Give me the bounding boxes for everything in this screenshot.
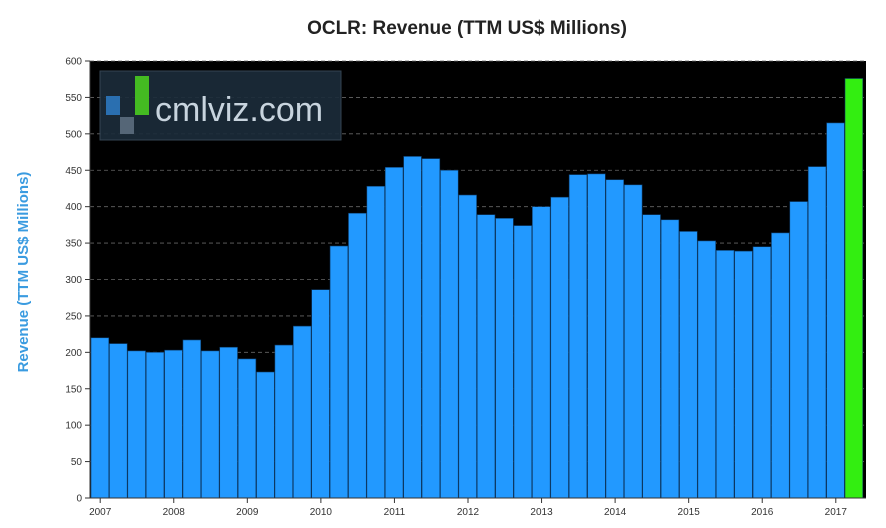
bar (568, 174, 588, 499)
bar (201, 350, 220, 499)
y-tick-label: 0 (76, 494, 82, 505)
bar (734, 250, 753, 499)
x-tick-label: 2011 (384, 507, 406, 518)
bar (458, 194, 477, 499)
y-tick-label: 350 (65, 239, 82, 250)
bar (660, 219, 680, 499)
bar (366, 185, 385, 499)
x-tick-label: 2009 (236, 507, 259, 518)
x-tick-label: 2013 (530, 507, 553, 518)
bar (807, 166, 827, 499)
y-tick-label: 550 (65, 93, 82, 104)
bar (311, 289, 330, 499)
y-tick-label: 500 (65, 129, 82, 140)
bars (90, 78, 864, 499)
bar (495, 218, 514, 499)
bar (237, 358, 257, 499)
y-tick-label: 50 (71, 457, 83, 468)
bar (752, 246, 772, 499)
bar (127, 350, 146, 499)
bar (90, 337, 110, 499)
bar (384, 167, 404, 499)
watermark-logo: cmlviz.com (99, 70, 342, 141)
watermark-text: cmlviz.com (155, 91, 323, 129)
bar (145, 352, 165, 499)
bar (421, 158, 441, 499)
bar (532, 206, 551, 499)
x-tick-label: 2008 (163, 507, 186, 518)
bar (274, 344, 293, 499)
logo-gray-square-icon (120, 117, 134, 134)
y-tick-label: 400 (65, 202, 82, 213)
bar (476, 214, 496, 499)
bar (164, 349, 183, 499)
x-tick-label: 2012 (457, 507, 480, 518)
bar (587, 173, 606, 499)
bar (109, 343, 128, 499)
bar (513, 225, 533, 499)
y-tick-label: 250 (65, 311, 82, 322)
x-tick-label: 2015 (678, 507, 701, 518)
chart-title: OCLR: Revenue (TTM US$ Millions) (307, 18, 627, 39)
bar (642, 214, 661, 499)
bar (182, 339, 202, 499)
x-tick-label: 2014 (604, 507, 627, 518)
bar (256, 371, 275, 499)
bar (771, 232, 790, 499)
y-tick-label: 600 (65, 57, 82, 68)
bar (624, 184, 643, 499)
x-tick-label: 2017 (825, 507, 848, 518)
bar (550, 196, 569, 499)
y-tick-label: 450 (65, 166, 82, 177)
bar-highlighted (844, 78, 864, 499)
x-tick-label: 2007 (89, 507, 112, 518)
bar (440, 169, 459, 499)
y-tick-label: 300 (65, 275, 82, 286)
x-tick-label: 2016 (751, 507, 774, 518)
bar (605, 179, 625, 499)
x-tick-label: 2010 (310, 507, 333, 518)
logo-green-bar-icon (135, 76, 149, 115)
bar (715, 250, 735, 499)
bar (697, 240, 716, 499)
y-axis: 0 50 100 150 200 250 300 350 400 450 500 550 600 (65, 57, 91, 505)
x-axis: 2007 2008 2009 2010 2011 2012 2013 2014 2015 2016… (89, 497, 866, 518)
bar (348, 212, 367, 499)
bar (789, 201, 808, 499)
bar (403, 156, 422, 499)
bar (679, 231, 698, 499)
y-axis-label: Revenue (TTM US$ Millions) (15, 172, 32, 373)
logo-blue-square-icon (106, 96, 120, 115)
bar (826, 122, 845, 499)
y-tick-label: 100 (65, 421, 82, 432)
y-tick-label: 200 (65, 348, 82, 359)
y-tick-label: 150 (65, 384, 82, 395)
bar (329, 245, 349, 499)
bar (219, 346, 238, 499)
bar (292, 325, 312, 499)
